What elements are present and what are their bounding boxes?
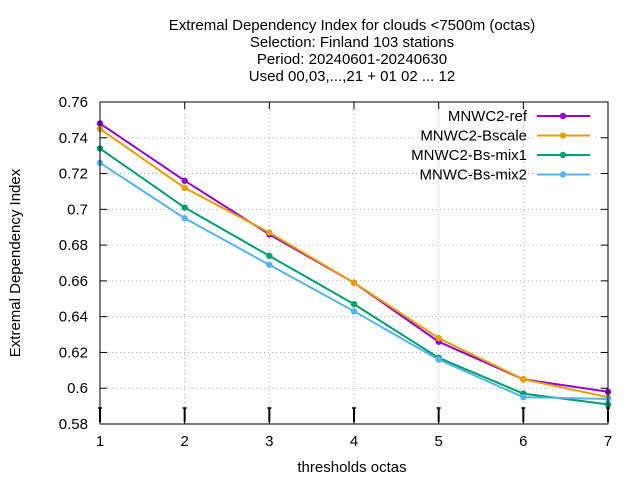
- data-point: [266, 229, 273, 236]
- y-tick-label: 0.68: [59, 237, 88, 254]
- x-tick-label: 1: [96, 433, 104, 450]
- grid: [100, 102, 608, 424]
- y-tick-label: 0.76: [59, 94, 88, 111]
- data-point: [350, 279, 358, 286]
- y-tick-label: 0.74: [59, 130, 88, 147]
- data-point: [520, 393, 527, 401]
- x-tick-label: 3: [265, 433, 273, 450]
- legend-swatch-marker: [559, 132, 567, 139]
- data-point: [266, 261, 273, 268]
- x-tick-label: 5: [434, 433, 442, 450]
- legend: MNWC2-ref MNWC2-Bscale MNWC2-Bs-mix1 MNWC-B…: [411, 108, 596, 184]
- title-line: Period: 20240601-20240630: [257, 51, 447, 68]
- data-point: [435, 356, 442, 363]
- data-point: [181, 215, 188, 222]
- title-line: Selection: Finland 103 stations: [250, 34, 454, 51]
- data-point: [350, 300, 358, 308]
- x-tick-label: 7: [604, 433, 612, 450]
- y-tick-label: 0.7: [67, 201, 88, 218]
- series-mnwc-bs-mix2: [96, 159, 612, 403]
- x-axis-label: thresholds octas: [297, 459, 406, 476]
- title-line: Extremal Dependency Index for clouds <75…: [169, 17, 535, 34]
- chart-title: Extremal Dependency Index for clouds <75…: [169, 17, 535, 85]
- legend-label: MNWC2-ref: [448, 108, 528, 125]
- legend-label: MNWC2-Bs-mix1: [411, 147, 527, 164]
- data-point: [350, 308, 358, 315]
- legend-label: MNWC-Bs-mix2: [420, 167, 527, 184]
- series-mnwc2-bs-mix1: [96, 145, 612, 408]
- x-tick-label: 2: [180, 433, 188, 450]
- y-axis-label: Extremal Dependency Index: [7, 168, 24, 357]
- y-tick-label: 0.64: [59, 309, 88, 326]
- x-tick-label: 4: [350, 433, 358, 450]
- series-layer: [96, 120, 612, 408]
- data-point: [181, 184, 188, 192]
- y-tick-label: 0.66: [59, 273, 88, 290]
- data-point: [266, 252, 273, 260]
- legend-swatch-marker: [559, 171, 567, 178]
- y-tick-label: 0.58: [59, 416, 88, 433]
- legend-label: MNWC2-Bscale: [420, 128, 527, 145]
- title-line: Used 00,03,...,21 + 01 02 ... 12: [249, 68, 455, 85]
- y-tick-label: 0.62: [59, 344, 88, 361]
- data-point: [520, 376, 527, 383]
- axis-ticks: 0.58 0.6 0.62 0.64 0.66 0.68 0.7 0.72 0.74 0.76 1 2…: [59, 94, 612, 450]
- x-tick-label: 6: [519, 433, 527, 450]
- data-point: [435, 334, 442, 342]
- data-point: [181, 204, 188, 211]
- y-tick-label: 0.6: [67, 380, 88, 397]
- legend-swatch-marker: [559, 151, 567, 159]
- y-tick-label: 0.72: [59, 166, 88, 183]
- legend-swatch-marker: [559, 112, 567, 120]
- data-point: [181, 177, 188, 184]
- series-line: [99, 122, 609, 393]
- plot-frame: [99, 101, 609, 425]
